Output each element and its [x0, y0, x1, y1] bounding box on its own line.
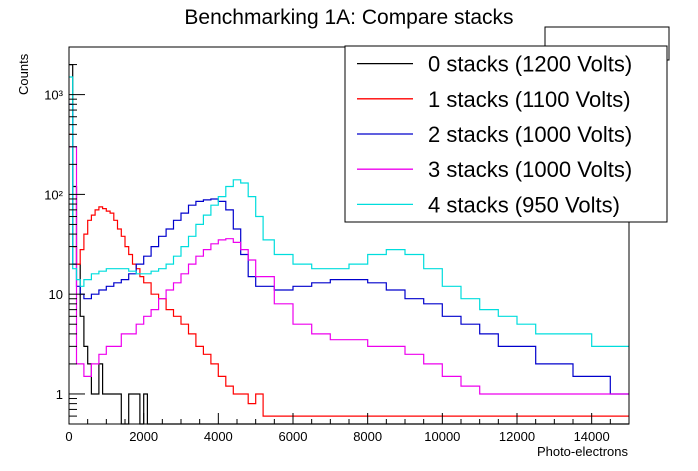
series-layer: [69, 63, 629, 425]
x-tick-label: 6000: [279, 429, 308, 444]
legend: 0 stacks (1200 Volts) 1 stacks (1100 Volt…: [344, 45, 668, 223]
x-tick-label: 8000: [353, 429, 382, 444]
chart-title: Benchmarking 1A: Compare stacks: [184, 6, 513, 29]
x-tick-label: 14000: [574, 429, 610, 444]
y-axis-label: Counts: [16, 53, 31, 95]
x-tick-label: 2000: [129, 429, 158, 444]
x-axis-label: Photo-electrons: [537, 444, 629, 459]
y-tick-label: 10: [49, 287, 63, 302]
series-line: [69, 63, 629, 425]
legend-entry: 2 stacks (1000 Volts): [428, 122, 632, 147]
legend-entry: 1 stacks (1100 Volts): [428, 87, 631, 112]
x-tick-label: 10000: [424, 429, 460, 444]
legend-entry: 4 stacks (950 Volts): [428, 192, 620, 217]
x-axis: 0 2000 4000 6000 8000 10000 12000 14000: [65, 413, 630, 444]
y-tick-label: 10³: [44, 88, 63, 103]
y-tick-label: 10²: [44, 187, 63, 202]
x-tick-label: 4000: [204, 429, 233, 444]
legend-entry: 3 stacks (1000 Volts): [428, 157, 632, 182]
y-tick-label: 1: [56, 387, 63, 402]
series-line: [69, 146, 629, 395]
series-line: [69, 103, 629, 395]
series-4: [69, 76, 629, 347]
x-tick-label: 12000: [499, 429, 535, 444]
series-0: [69, 63, 629, 425]
series-line: [69, 76, 629, 347]
x-tick-label: 0: [65, 429, 72, 444]
y-axis: 1 10 10² 10³: [44, 46, 85, 425]
series-3: [69, 146, 629, 395]
series-2: [69, 103, 629, 395]
legend-entry: 0 stacks (1200 Volts): [428, 52, 632, 77]
